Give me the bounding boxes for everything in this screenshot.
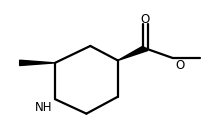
Text: O: O xyxy=(175,59,184,72)
Polygon shape xyxy=(20,60,55,66)
Polygon shape xyxy=(118,46,148,61)
Text: O: O xyxy=(141,13,150,26)
Text: NH: NH xyxy=(34,101,52,114)
